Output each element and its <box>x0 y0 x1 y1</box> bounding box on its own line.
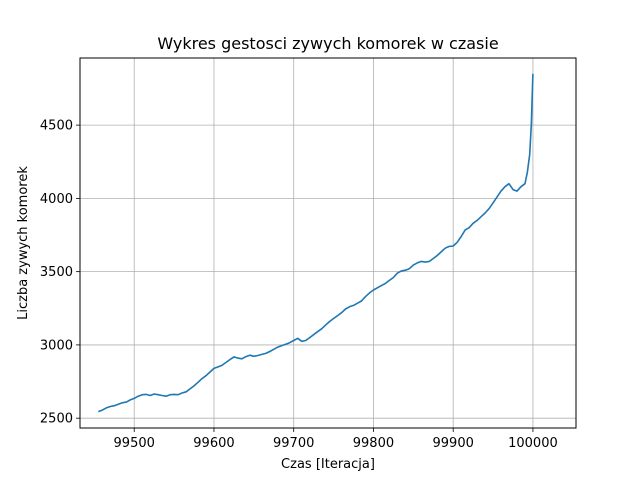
x-tick-label: 100000 <box>508 436 558 451</box>
y-axis-ticks: 2500 3000 3500 4000 4500 <box>40 119 80 427</box>
series-line-0 <box>98 73 534 413</box>
series-layer <box>98 73 534 413</box>
y-tick-label: 4000 <box>40 192 73 207</box>
x-axis-ticks: 99500 99600 99700 99800 99900 100000 <box>114 428 558 451</box>
y-axis-label: Liczba zywych komorek <box>16 166 31 320</box>
x-axis-label: Czas [Iteracja] <box>281 457 375 472</box>
y-tick-label: 3500 <box>40 265 73 280</box>
x-tick-label: 99500 <box>114 436 155 451</box>
y-tick-label: 3000 <box>40 338 73 353</box>
x-tick-label: 99900 <box>433 436 474 451</box>
chart-title: Wykres gestosci zywych komorek w czasie <box>157 34 498 53</box>
x-tick-label: 99600 <box>193 436 234 451</box>
plot-frame <box>79 57 577 429</box>
grid-lines <box>80 58 576 428</box>
x-tick-label: 99800 <box>353 436 394 451</box>
y-tick-label: 4500 <box>40 119 73 134</box>
x-tick-label: 99700 <box>273 436 314 451</box>
plot-area <box>80 58 576 428</box>
y-tick-label: 2500 <box>40 412 73 427</box>
